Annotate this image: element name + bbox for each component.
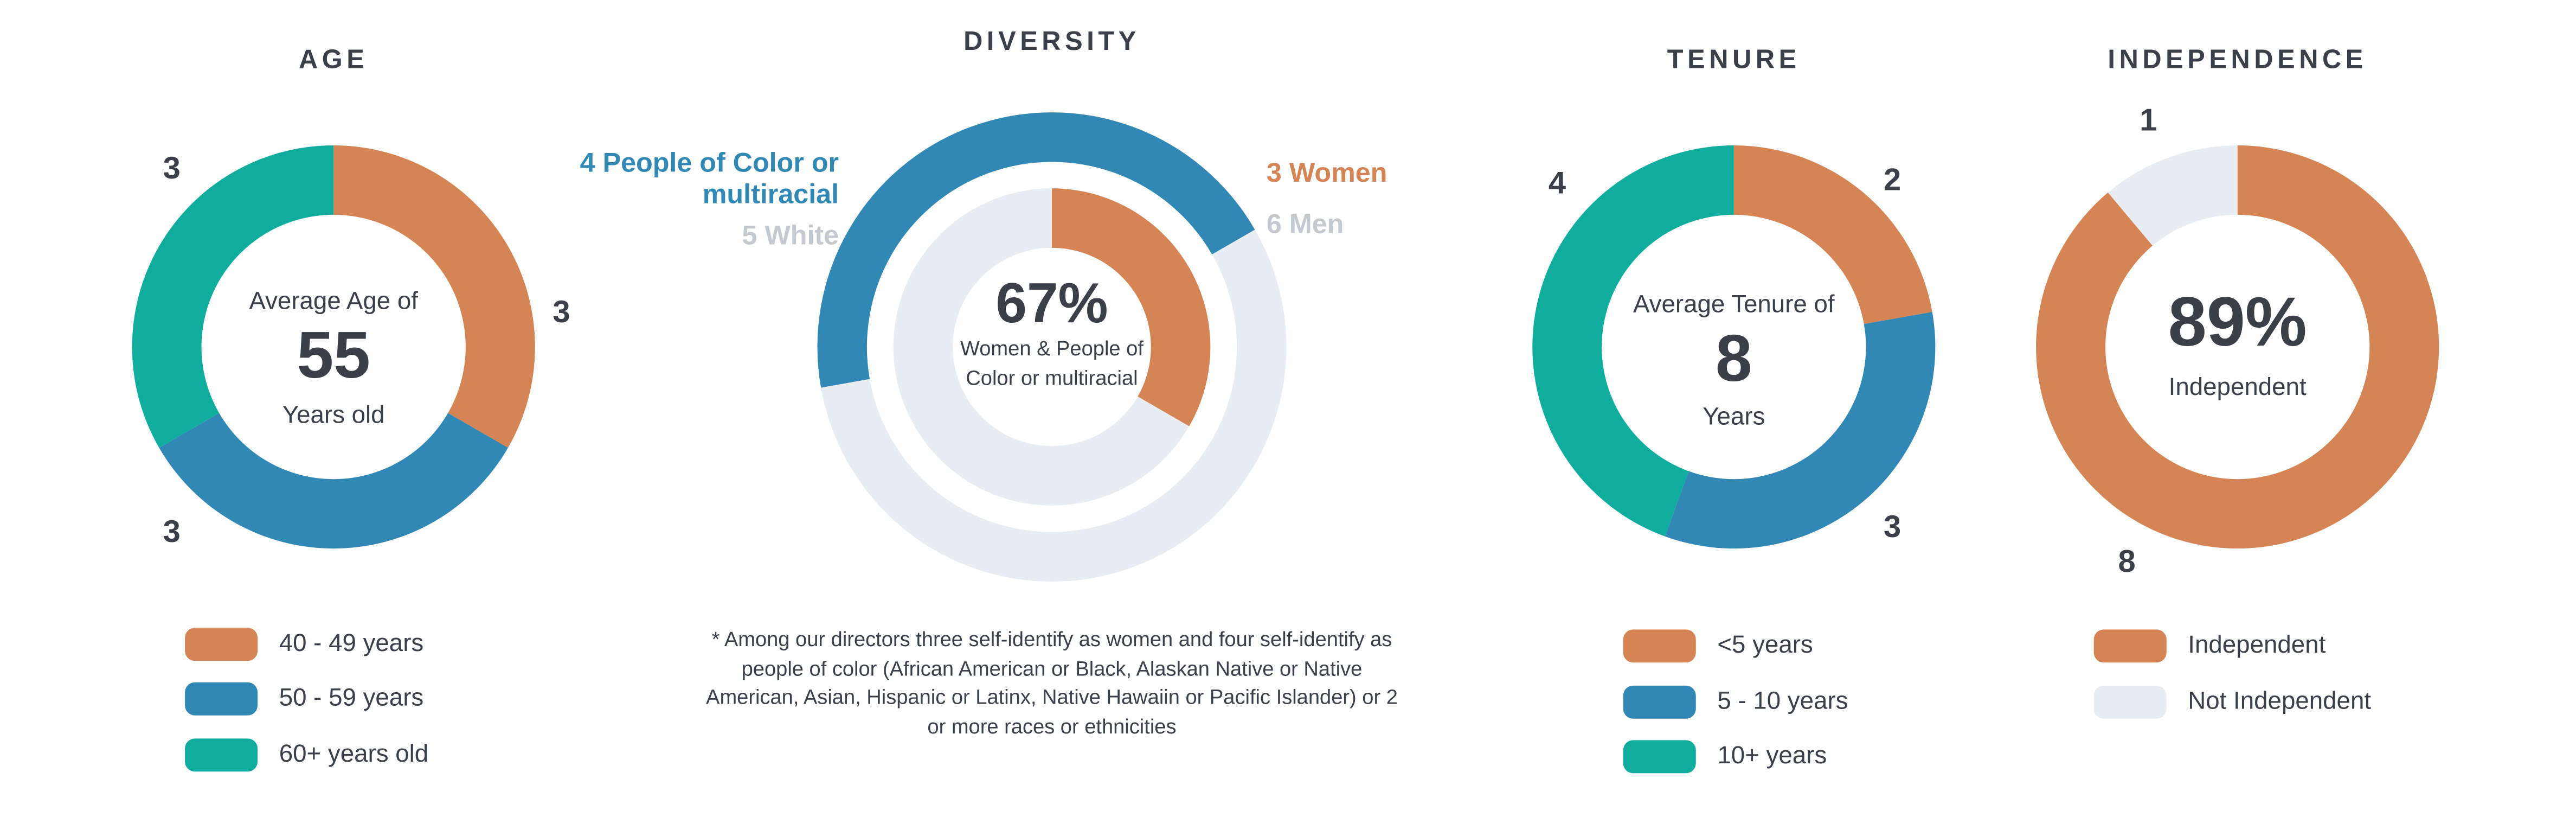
ring-label: 3 Women [1267,158,1464,190]
legend-label: Independent [2188,630,2326,658]
donut-segment [1665,312,1936,549]
center-text: Years [1703,403,1765,430]
ring-label: 5 White [631,221,839,253]
legend-label: 50 - 59 years [279,683,424,711]
ring-category: Men [1289,209,1344,240]
value-label: 2 [1884,162,1901,197]
chart-title: INDEPENDENCE [2108,45,2367,74]
ring-category: White [765,221,839,251]
legend-label: 10+ years [1717,741,1827,769]
donut-segment [817,112,1255,388]
donut-segment [1532,145,1734,537]
center-text: 55 [297,318,370,392]
legend-swatch [2093,685,2167,719]
ring-category: People of Color or multiracial [602,149,839,210]
footnote: * Among our directors three self-identif… [706,628,1398,738]
ring-label-box: 5 White [631,221,839,253]
value-label: 3 [553,295,570,329]
ring-value: 4 [580,149,595,178]
legend-swatch [1623,629,1696,663]
legend-swatch [1623,740,1696,774]
chart-title: DIVERSITY [963,27,1140,56]
legend-swatch [1623,685,1696,719]
value-label: 3 [1884,509,1901,544]
ring-value: 6 [1266,209,1282,240]
value-label: 1 [2140,103,2157,138]
donut-segment [132,145,334,448]
legend-swatch [185,682,258,716]
center-text: Average Age of [249,286,418,314]
center-text: 8 [1716,321,1752,395]
center-text: Average Tenure of [1633,290,1835,317]
ring-label-box: 3 Women [1267,158,1464,190]
value-label: 4 [1549,165,1566,200]
center-value: 67% [995,271,1108,334]
legend-label: Not Independent [2188,686,2371,714]
donut-segment [893,188,1190,506]
legend-label: <5 years [1717,630,1813,658]
legend-swatch [185,628,258,661]
center-text: Independent [2169,373,2307,400]
ring-label-box: 6 Men [1267,210,1464,241]
legend-swatch [185,738,258,772]
ring-label: 6 Men [1267,210,1464,241]
donut-segment [159,413,508,549]
chart-title: TENURE [1667,45,1801,74]
donut-segment [2036,145,2439,549]
ring-label-box: 4 People of Color or multiracial [532,149,839,212]
legend-label: 5 - 10 years [1717,686,1848,714]
chart-title: AGE [299,45,368,74]
ring-label: 4 People of Color or multiracial [532,149,839,212]
legend-label: 60+ years old [279,739,428,767]
legend-label: 40 - 49 years [279,629,424,656]
center-text: Years old [282,401,385,429]
donut-segment [1051,188,1211,426]
value-label: 8 [2118,544,2136,579]
donut-segment [333,145,535,448]
ring-value: 5 [742,221,757,251]
center-text: 89% [2168,283,2307,361]
donut-segment [1733,145,1932,324]
donut-segment [2108,145,2238,246]
legend-swatch [2093,629,2167,663]
ring-category: Women [1289,158,1387,189]
value-label: 3 [163,151,181,186]
donut-segment [821,229,1287,582]
ring-value: 3 [1266,158,1282,189]
center-text-box: Women & People of Color or multiracial [960,337,1144,390]
footnote-box: * Among our directors three self-identif… [706,628,1398,738]
center-text: Women & People of Color or multiracial [960,337,1144,390]
value-label: 3 [163,514,181,549]
